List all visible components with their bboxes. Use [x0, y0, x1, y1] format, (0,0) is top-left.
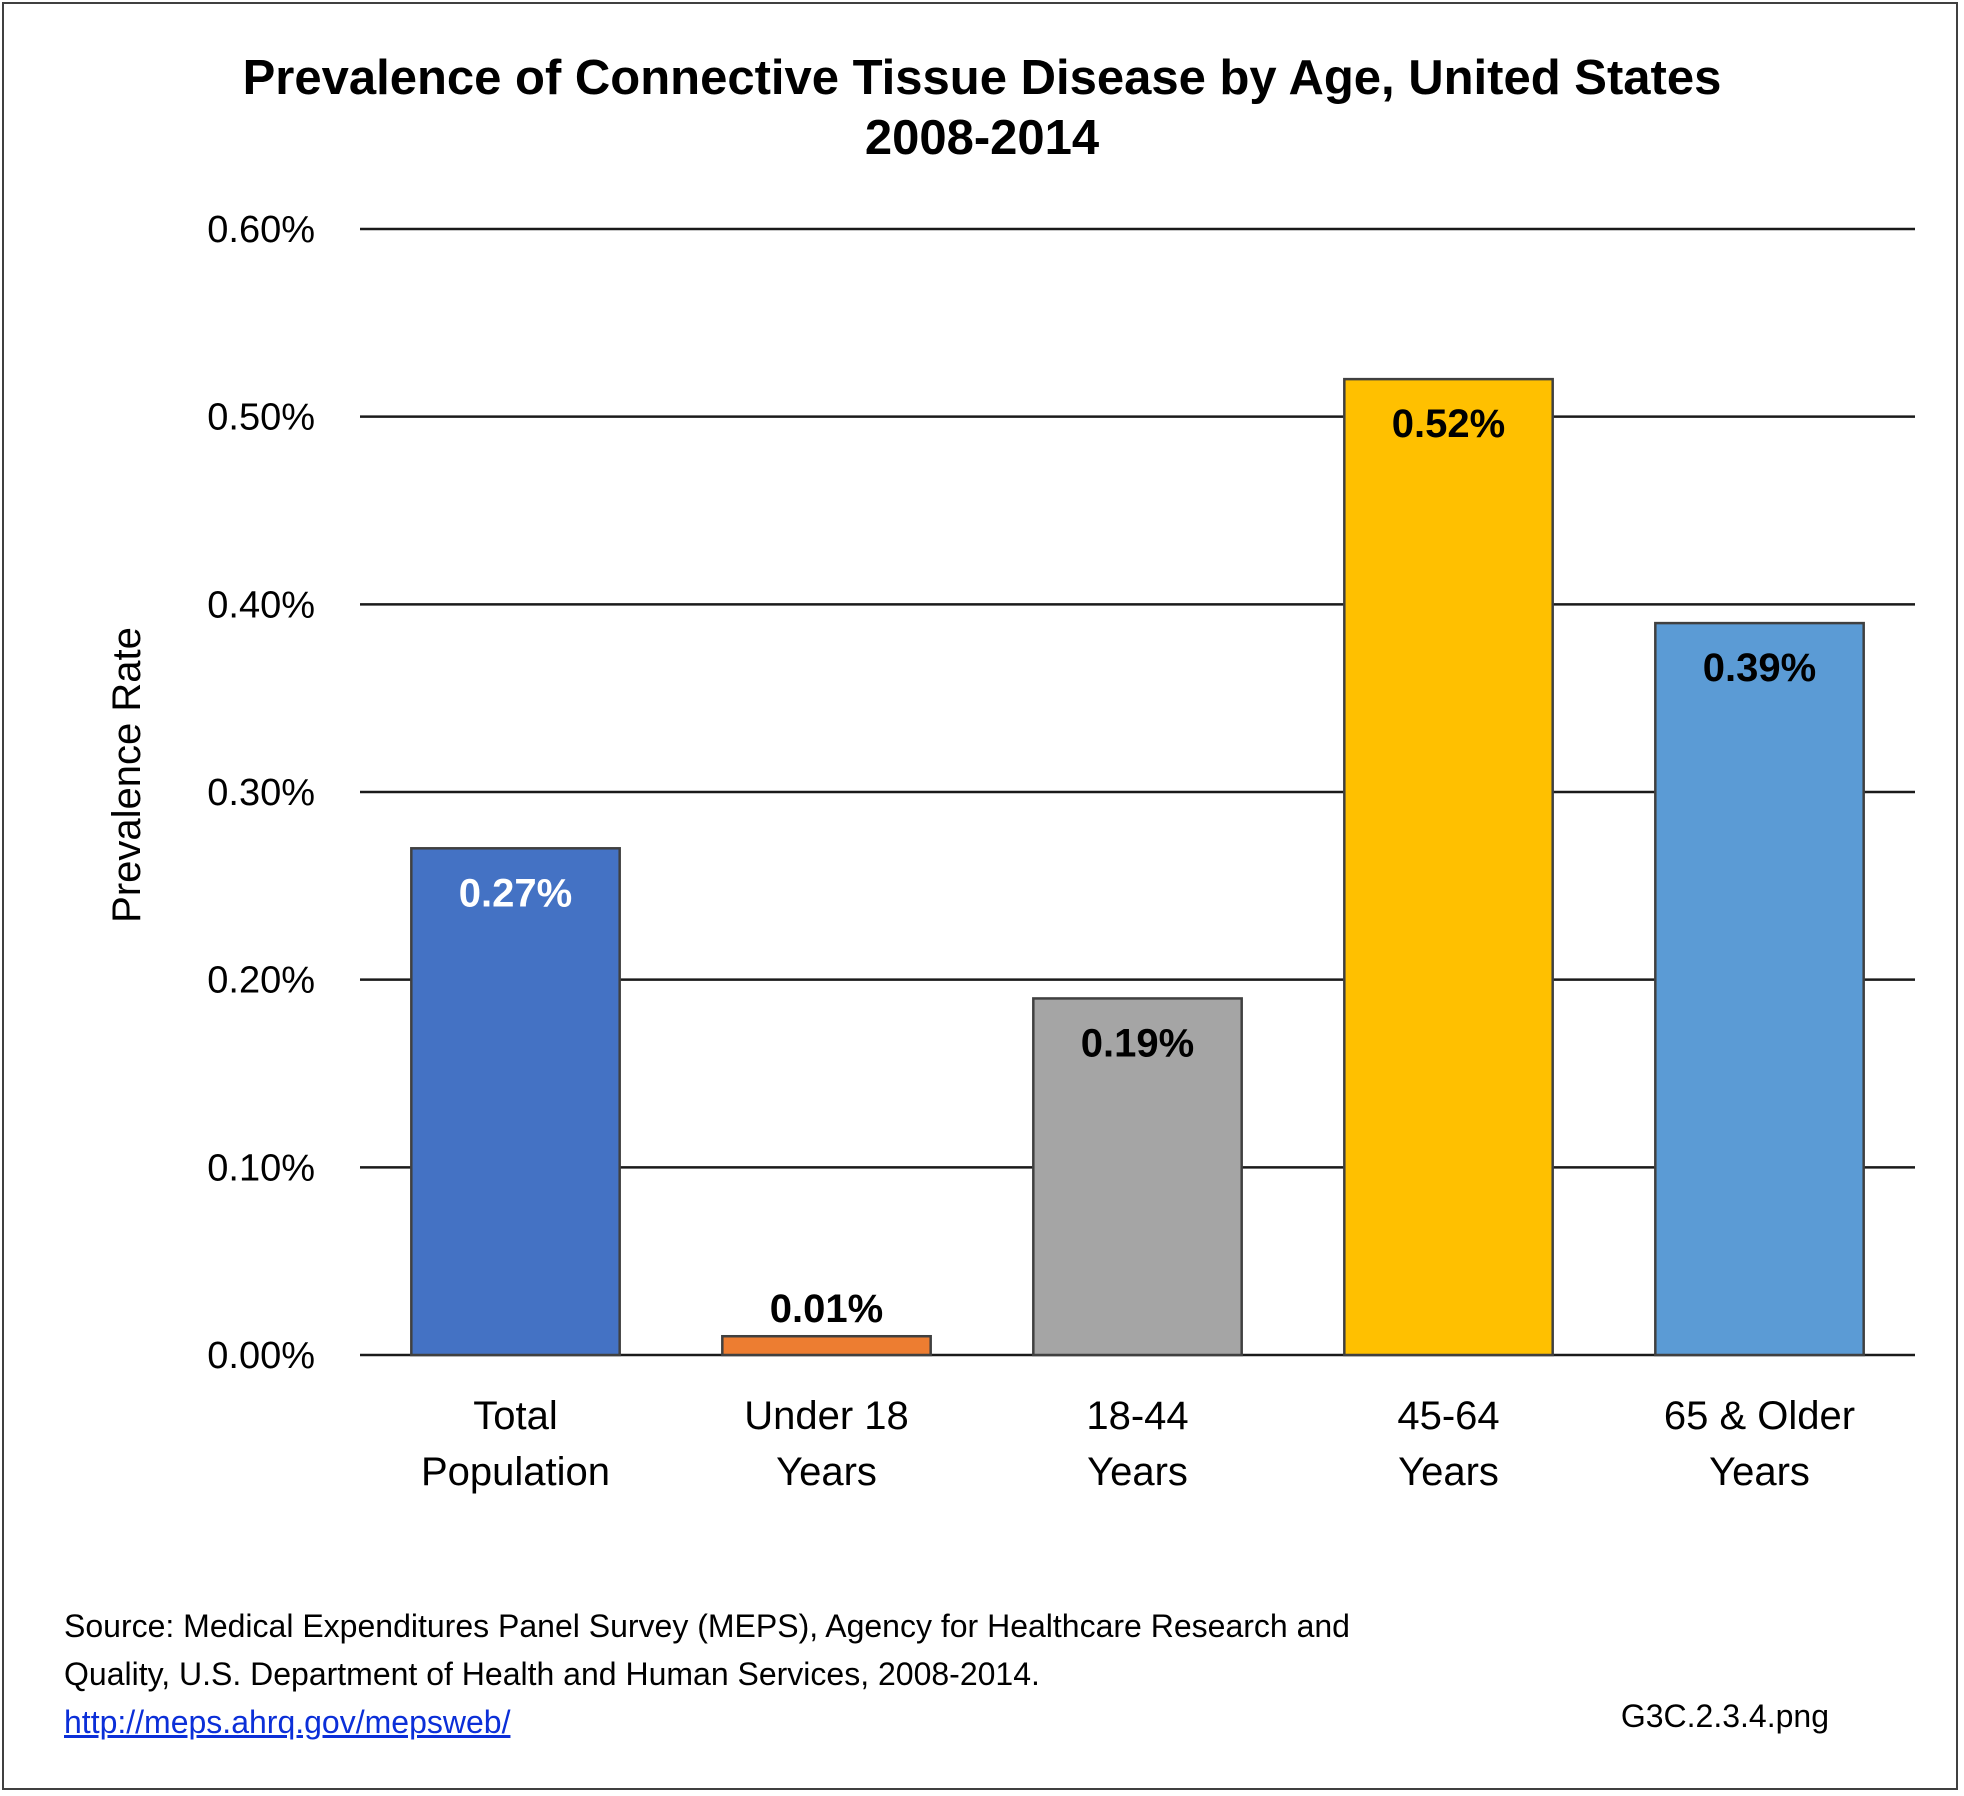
bar [1032, 997, 1243, 1357]
y-tick-label: 0.30% [207, 772, 315, 814]
bar [1343, 377, 1554, 1357]
x-category-label: 65 & Older [1664, 1394, 1855, 1438]
y-tick-label: 0.50% [207, 397, 315, 439]
data-label: 0.01% [770, 1287, 883, 1331]
bar [1654, 621, 1865, 1357]
x-category-label: Years [776, 1450, 877, 1494]
x-category-label: Population [421, 1450, 610, 1494]
file-reference: G3C.2.3.4.png [1620, 1698, 1829, 1734]
bar-chart: 0.00% 0.10% 0.20% 0.30% 0.40% 0.50% 0.60% 0.27… [105, 209, 1915, 1494]
data-labels: 0.27% 0.01% 0.19% 0.52% 0.39% [459, 402, 1816, 1331]
bars [410, 377, 1865, 1357]
y-tick-label: 0.60% [207, 209, 315, 251]
x-category-label: Total [473, 1394, 558, 1438]
y-axis-label: Prevalence Rate [105, 627, 149, 923]
source-line-2: Quality, U.S. Department of Health and H… [64, 1656, 1040, 1692]
y-tick-labels: 0.00% 0.10% 0.20% 0.30% 0.40% 0.50% 0.60% [207, 209, 315, 1377]
data-label: 0.19% [1081, 1021, 1194, 1065]
y-tick-label: 0.10% [207, 1147, 315, 1189]
x-category-label: 45-64 [1397, 1394, 1499, 1438]
x-category-label: Years [1709, 1450, 1810, 1494]
x-category-label: Years [1398, 1450, 1499, 1494]
data-label: 0.39% [1703, 646, 1816, 690]
y-tick-label: 0.20% [207, 960, 315, 1002]
chart-title-line-2: 2008-2014 [864, 111, 1100, 165]
x-category-label: 18-44 [1086, 1394, 1188, 1438]
chart-title-line-1: Prevalence of Connective Tissue Disease … [242, 51, 1722, 105]
x-category-label: Under 18 [744, 1394, 909, 1438]
data-label: 0.52% [1392, 402, 1505, 446]
source-url-link[interactable]: http://meps.ahrq.gov/mepsweb/ [64, 1704, 511, 1740]
x-category-label: Years [1087, 1450, 1188, 1494]
chart-title: Prevalence of Connective Tissue Disease … [0, 48, 1964, 168]
y-tick-label: 0.00% [207, 1335, 315, 1377]
source-line-1: Source: Medical Expenditures Panel Surve… [64, 1608, 1350, 1644]
source-note: Source: Medical Expenditures Panel Surve… [64, 1602, 1350, 1746]
bar [410, 847, 621, 1357]
bar [721, 1334, 932, 1357]
data-label: 0.27% [459, 871, 572, 915]
x-category-labels: Total Population Under 18 Years 18-44 Years 45… [421, 1394, 1855, 1494]
y-tick-label: 0.40% [207, 584, 315, 626]
